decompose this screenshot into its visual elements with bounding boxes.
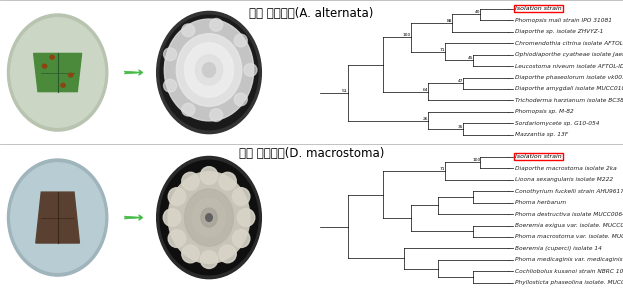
Ellipse shape — [200, 251, 218, 268]
Ellipse shape — [232, 188, 250, 205]
Ellipse shape — [157, 157, 262, 279]
Text: Phomopsis mali strain IPO 31081: Phomopsis mali strain IPO 31081 — [515, 18, 612, 23]
Text: Mazzantia sp. 13F: Mazzantia sp. 13F — [515, 132, 568, 137]
Ellipse shape — [234, 34, 247, 47]
Text: Phoma herbarum: Phoma herbarum — [515, 200, 566, 205]
Ellipse shape — [210, 109, 223, 121]
Ellipse shape — [61, 83, 65, 87]
Text: Phoma medicaginis var. medicaginis strain F5: Phoma medicaginis var. medicaginis strai… — [515, 258, 623, 263]
Ellipse shape — [163, 209, 181, 226]
Ellipse shape — [182, 24, 195, 37]
Ellipse shape — [168, 172, 250, 263]
Ellipse shape — [164, 48, 177, 61]
Text: 88: 88 — [447, 19, 452, 23]
Ellipse shape — [210, 18, 223, 31]
Ellipse shape — [184, 43, 234, 97]
Ellipse shape — [7, 159, 108, 276]
Text: Diaporthe sp. isolate ZHVYZ-1: Diaporthe sp. isolate ZHVYZ-1 — [515, 29, 604, 34]
Ellipse shape — [11, 18, 105, 127]
Ellipse shape — [182, 103, 195, 116]
Ellipse shape — [7, 14, 108, 131]
Text: 100: 100 — [402, 33, 411, 37]
Text: Lioona sexangularis isolate M222: Lioona sexangularis isolate M222 — [515, 177, 614, 182]
Text: Diaporthe amygdali isolate MUCC0101: Diaporthe amygdali isolate MUCC0101 — [515, 86, 623, 91]
Ellipse shape — [160, 160, 258, 275]
Polygon shape — [34, 53, 82, 92]
Text: Conothyrium fuckelli strain AHU9617: Conothyrium fuckelli strain AHU9617 — [515, 189, 623, 194]
Ellipse shape — [157, 12, 262, 133]
Ellipse shape — [237, 209, 255, 226]
Ellipse shape — [160, 15, 258, 130]
Ellipse shape — [234, 93, 247, 106]
Ellipse shape — [232, 230, 250, 247]
Text: Phoma destructiva isolate MUCC0064: Phoma destructiva isolate MUCC0064 — [515, 212, 623, 217]
Ellipse shape — [164, 79, 177, 92]
Text: Leucostoma niveum isolate AFTOL-ID 2125: Leucostoma niveum isolate AFTOL-ID 2125 — [515, 64, 623, 69]
Text: Trichoderma harzianum isolate BC38A: Trichoderma harzianum isolate BC38A — [515, 98, 623, 103]
Ellipse shape — [50, 55, 54, 59]
Text: 64: 64 — [422, 88, 428, 92]
Text: 35: 35 — [457, 125, 463, 129]
Ellipse shape — [244, 64, 257, 76]
Text: Phoma macrostoma var. isolate. MUCC0106: Phoma macrostoma var. isolate. MUCC0106 — [515, 234, 623, 239]
Ellipse shape — [219, 245, 236, 263]
Ellipse shape — [184, 189, 234, 246]
Text: Isolation strain: Isolation strain — [515, 154, 562, 159]
Ellipse shape — [219, 172, 236, 190]
Ellipse shape — [11, 163, 105, 272]
Text: 100: 100 — [472, 158, 480, 163]
Polygon shape — [36, 192, 79, 243]
Text: 71: 71 — [440, 48, 445, 52]
Ellipse shape — [168, 188, 186, 205]
Ellipse shape — [202, 63, 216, 77]
Text: 수국 잎마름병(D. macrostoma): 수국 잎마름병(D. macrostoma) — [239, 147, 384, 160]
Ellipse shape — [176, 34, 242, 106]
Text: Boeremia (cuperci) isolate 14: Boeremia (cuperci) isolate 14 — [515, 246, 602, 251]
Text: Boeremia exigua var. isolate. MUCC0107: Boeremia exigua var. isolate. MUCC0107 — [515, 223, 623, 228]
Text: Diaporthe macrostoma isolate 2ka: Diaporthe macrostoma isolate 2ka — [515, 166, 617, 171]
Ellipse shape — [182, 172, 199, 190]
Text: Ophiodiaporthe cyatheae isolate Jaefa ACR18: Ophiodiaporthe cyatheae isolate Jaefa AC… — [515, 52, 623, 57]
Ellipse shape — [201, 167, 218, 184]
Text: 71: 71 — [440, 167, 445, 171]
Text: Cochliobolus kusanoi strain NBRC 100198: Cochliobolus kusanoi strain NBRC 100198 — [515, 269, 623, 274]
Text: 45: 45 — [468, 56, 473, 60]
Ellipse shape — [168, 230, 186, 247]
Ellipse shape — [164, 19, 254, 121]
Ellipse shape — [42, 64, 47, 68]
Text: Phyllosticta phaseolina isolate. MUCC0062: Phyllosticta phaseolina isolate. MUCC006… — [515, 280, 623, 285]
Ellipse shape — [69, 73, 73, 77]
Text: 수국 잎반점병(A. alternata): 수국 잎반점병(A. alternata) — [249, 7, 374, 20]
Ellipse shape — [201, 208, 217, 227]
Text: Diaporthe phaseolorum isolate vk001: Diaporthe phaseolorum isolate vk001 — [515, 75, 623, 80]
Text: Phomopsis sp. M-82: Phomopsis sp. M-82 — [515, 110, 574, 115]
Text: 47: 47 — [457, 79, 463, 83]
Text: 26: 26 — [422, 117, 428, 120]
Text: Chromendothia citrina isolate AFTOL-ID 2121: Chromendothia citrina isolate AFTOL-ID 2… — [515, 41, 623, 46]
Text: 51: 51 — [342, 89, 348, 93]
Text: Sordariomycete sp. G10-054: Sordariomycete sp. G10-054 — [515, 121, 600, 126]
Ellipse shape — [206, 214, 212, 221]
Ellipse shape — [196, 55, 222, 85]
Ellipse shape — [193, 198, 226, 237]
Text: Isolation strain: Isolation strain — [515, 6, 562, 11]
Text: 40: 40 — [475, 10, 480, 15]
Ellipse shape — [182, 245, 199, 263]
